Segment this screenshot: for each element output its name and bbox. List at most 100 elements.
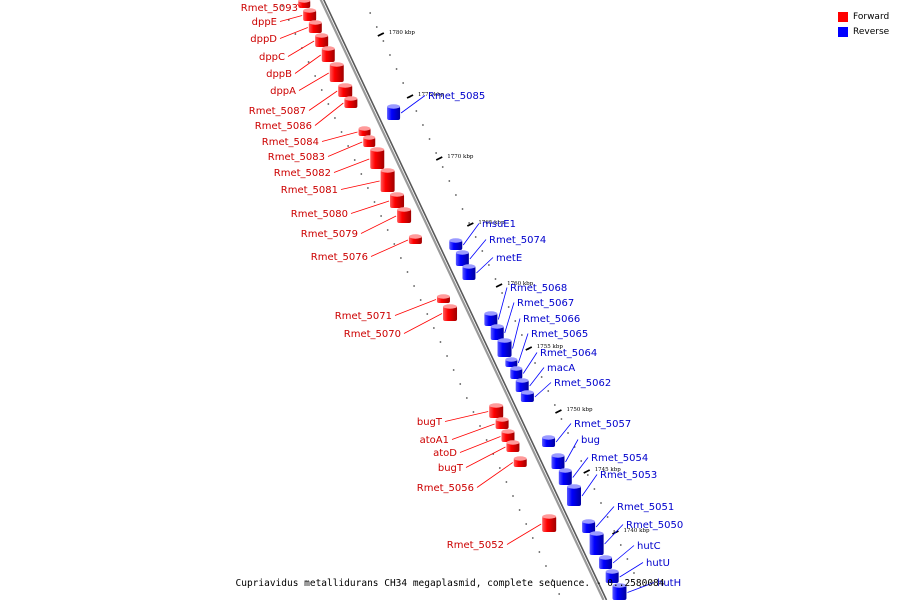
track-dot [353, 159, 356, 161]
forward-gene: Rmet_5056 [417, 456, 527, 494]
leader-line [298, 72, 329, 91]
gene-label: Rmet_5071 [335, 311, 392, 322]
track-dot [501, 292, 503, 294]
gene-label: Rmet_5064 [540, 348, 597, 359]
gene-body [589, 533, 604, 555]
leader-line [555, 423, 572, 443]
tick-mark [555, 409, 562, 414]
track-dot [448, 180, 451, 182]
gene-label: Rmet_5082 [274, 168, 331, 179]
track-dot [340, 131, 343, 133]
track-dot [479, 425, 481, 427]
sequence-backbone [319, 0, 608, 600]
gene-label: Rmet_5053 [600, 470, 657, 481]
gene-body [315, 35, 329, 47]
gene-cap [338, 83, 353, 88]
reverse-gene: macA [515, 363, 575, 392]
gene-cap [506, 440, 520, 445]
gene-body [605, 571, 619, 583]
track-dot [360, 173, 363, 175]
forward-gene: atoD [433, 429, 515, 459]
track-dot [373, 201, 376, 203]
leader-line [572, 457, 589, 478]
gene-body [455, 252, 469, 266]
reverse-gene: Rmet_5053 [567, 470, 657, 506]
leader-line [529, 367, 545, 387]
track-dot [399, 257, 402, 259]
forward-gene: dppC [259, 33, 329, 63]
gene-cap [315, 33, 329, 38]
gene-body [542, 516, 557, 532]
reverse-gene: Rmet_5065 [505, 329, 588, 367]
tick-label: 1740 kbp [623, 528, 650, 534]
track-dot [633, 572, 635, 574]
gene-cap [436, 294, 450, 299]
gene-label: Rmet_5067 [517, 298, 574, 309]
tick-label: 1745 kbp [595, 467, 622, 473]
gene-cap [542, 514, 557, 519]
gene-label: Rmet_5065 [531, 329, 588, 340]
gene-body [329, 64, 344, 82]
gene-cap [363, 135, 376, 140]
forward-gene: Rmet_5070 [344, 304, 458, 340]
forward-gene: bugT [417, 403, 504, 428]
track-dot [375, 26, 378, 28]
track-dot [406, 271, 409, 273]
track-dot [347, 145, 350, 147]
track-dot [586, 474, 589, 476]
gene-label: Rmet_5083 [268, 152, 325, 163]
forward-gene: Rmet_5082 [274, 147, 385, 179]
leader-line [595, 506, 615, 528]
gene-label: Rmet_5057 [574, 419, 631, 430]
legend-label-reverse: Reverse [853, 26, 890, 37]
gene-label: Rmet_5084 [262, 137, 319, 148]
track-dot [432, 327, 435, 329]
gene-label: Rmet_5051 [617, 502, 674, 513]
gene-cap [455, 250, 469, 255]
leader-line [462, 223, 480, 246]
track-dot [560, 418, 563, 420]
gene-body [370, 149, 385, 169]
gene-cap [408, 234, 422, 239]
gene-body [363, 137, 376, 147]
leader-line [517, 333, 529, 364]
track-dot [386, 229, 389, 231]
gene-cap [344, 96, 358, 101]
gene-cap [443, 304, 458, 309]
leader-line [279, 15, 303, 22]
reverse-gene: Rmet_5054 [558, 453, 648, 485]
leader-line [497, 287, 508, 320]
track-dot [455, 194, 457, 196]
gene-cap [567, 484, 582, 489]
track-dot [551, 579, 554, 581]
gene-label: hutH [657, 578, 681, 589]
track-dot [393, 243, 396, 245]
tick-mark [495, 283, 503, 288]
gene-cap [370, 147, 385, 152]
forward-gene: Rmet_5081 [281, 168, 395, 196]
gene-label: msuE1 [482, 219, 516, 230]
leader-line [565, 439, 579, 463]
gene-body [380, 170, 395, 192]
track-dot [498, 467, 501, 469]
gene-cap [501, 429, 515, 434]
gene-label: Rmet_5050 [626, 520, 683, 531]
gene-label: bugT [438, 463, 464, 474]
gene-cap [321, 46, 335, 51]
tick-mark [583, 469, 591, 474]
gene-cap [505, 357, 518, 362]
track-dot [487, 264, 490, 266]
gene-label: atoD [433, 448, 457, 459]
leader-line [522, 352, 538, 374]
tick-label: 1765 kbp [478, 220, 505, 226]
tick-mark [435, 156, 443, 161]
gene-cap [495, 417, 509, 422]
gene-cap [308, 20, 322, 25]
gene-cap [329, 62, 344, 67]
leader-line [469, 239, 487, 260]
gene-label: dppA [270, 86, 296, 97]
track-dot [422, 124, 424, 126]
track-dot [461, 208, 464, 210]
track-dot [534, 362, 536, 364]
reverse-gene: Rmet_5067 [490, 298, 574, 340]
